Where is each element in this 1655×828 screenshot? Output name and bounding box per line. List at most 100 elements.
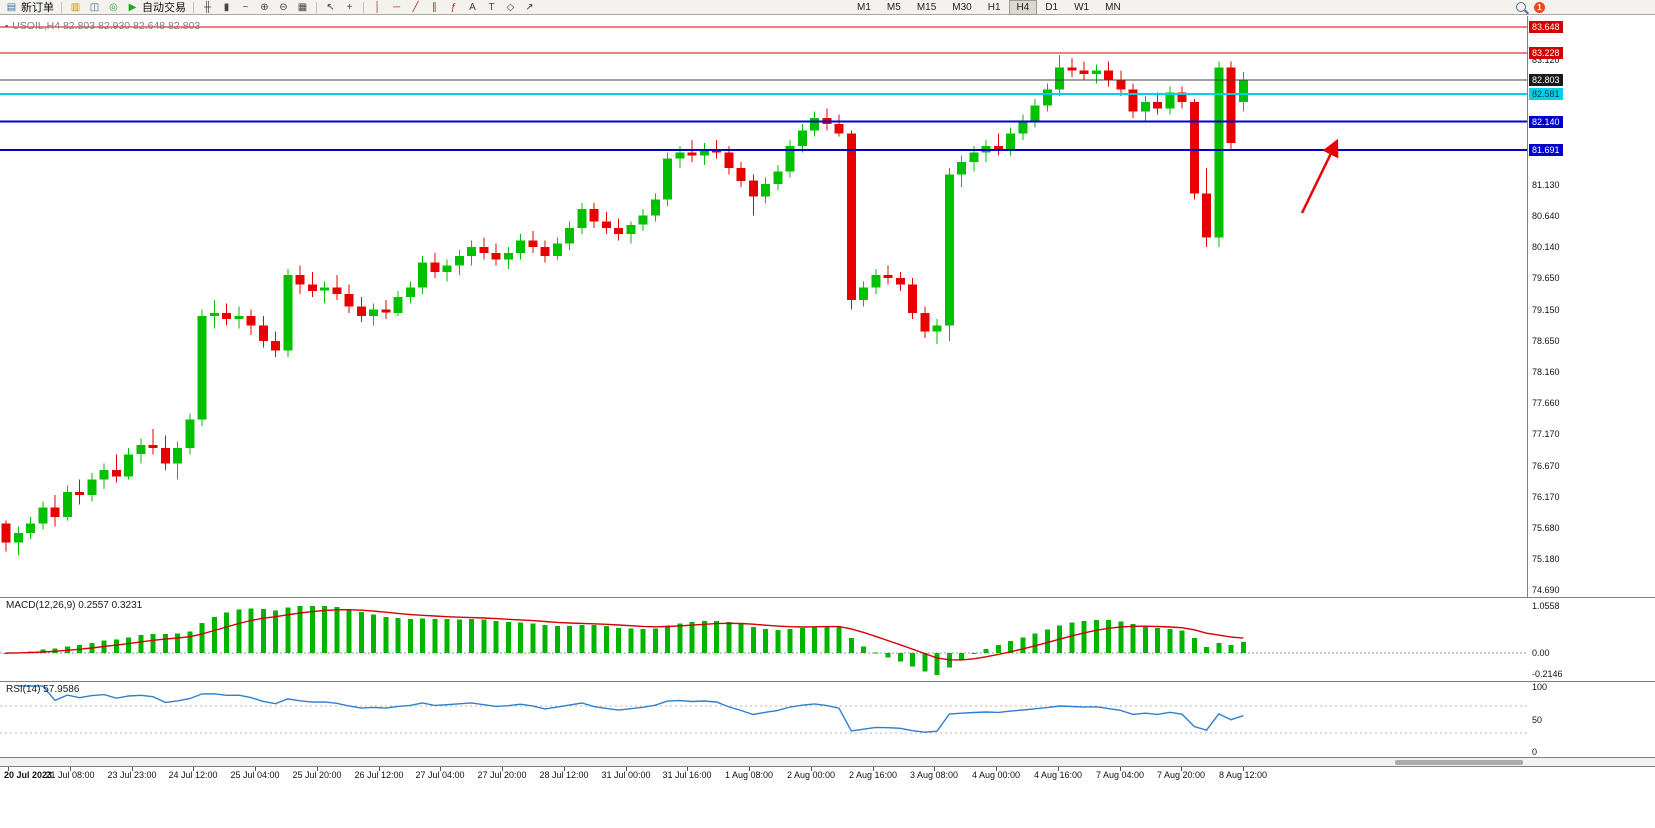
trendline-button[interactable]: ╱ [406,1,425,14]
arrows-button[interactable]: ↗ [520,1,539,14]
horizontal-line-icon: ─ [392,1,401,13]
timeframe-m15-button[interactable]: M15 [916,1,937,13]
timeframe-h4-button[interactable]: H4 [1008,0,1038,15]
price-axis-label: 77.660 [1532,398,1560,408]
time-axis-label: 24 Jul 12:00 [168,770,218,780]
rsi-panel[interactable]: RSI(14) 57.9586 100 50 0 [0,681,1655,757]
candles [1,55,1248,555]
time-tick [70,767,71,771]
price-axis-label: 79.650 [1532,273,1560,283]
axis-border [1527,16,1528,766]
timeframe-h1-button[interactable]: H1 [987,1,1001,13]
strategy-button[interactable]: ◎ [104,1,123,14]
magnifier-icon[interactable] [1516,2,1526,12]
toolbar-group-objects: │ ─ ╱ ∥ ƒ A T ◇ ↗ [368,1,539,14]
price-axis-label: 75.680 [1532,523,1560,533]
time-axis-label: 21 Jul 08:00 [45,770,95,780]
candlestick-canvas[interactable] [0,16,1527,597]
time-axis-label: 8 Aug 12:00 [1218,770,1268,780]
zoom-out-button[interactable]: ⊖ [274,1,293,14]
vertical-line-button[interactable]: │ [368,1,387,14]
autotrading-button[interactable]: ▶ 自动交易 [123,1,189,15]
market-watch-icon: ▥ [70,1,81,13]
notification-badge[interactable]: 1 [1534,1,1545,13]
price-tag-82.140: 82.140 [1529,116,1563,128]
time-axis-label: 1 Aug 08:00 [724,770,774,780]
price-tag-83.228: 83.228 [1529,47,1563,59]
channel-button[interactable]: ∥ [425,1,444,14]
toolbar-group-order: ▤ 新订单 [2,1,57,15]
time-tick [564,767,565,771]
macd-values: 0.2557 0.3231 [78,600,143,611]
fibonacci-button[interactable]: ƒ [444,1,463,14]
price-tag-81.691: 81.691 [1529,144,1563,156]
toolbar-separator [61,1,62,13]
time-axis-label: 2 Aug 00:00 [786,770,836,780]
time-tick [1058,767,1059,771]
main-chart[interactable]: ▪ USOIL,H4 82.803 82.930 82.648 82.803 [0,16,1527,597]
time-axis-label: 31 Jul 00:00 [601,770,651,780]
line-chart-icon: ~ [242,1,249,13]
cursor-button[interactable]: ↖ [321,1,340,14]
rsi-axis-label: 100 [1532,682,1548,692]
rsi-canvas [0,685,1527,734]
chart-window-button[interactable]: ◫ [85,1,104,14]
time-tick [8,767,9,771]
shapes-button[interactable]: ◇ [501,1,520,14]
grid-button[interactable]: ▦ [293,1,312,14]
timeframe-d1-button[interactable]: D1 [1045,1,1059,13]
timeframe-w1-button[interactable]: W1 [1074,1,1090,13]
timeframe-m30-button[interactable]: M30 [952,1,972,13]
macd-panel[interactable]: MACD(12,26,9) 0.2557 0.3231 1.0558 0.00 -0… [0,597,1655,681]
arrows-icon: ↗ [525,1,534,13]
toolbar: ▤ 新订单 ▥ ◫ ◎ ▶ 自动交易 ╫ ▮ ~ ⊕ ⊖ ▦ ↖ + │ ─ ╱ ∥ ƒ A T ◇ ↗ M1 M5 M15 M30 H… [0,0,1655,15]
channel-icon: ∥ [432,1,437,13]
time-axis-label: 25 Jul 04:00 [230,770,280,780]
new-order-button[interactable]: ▤ 新订单 [2,1,57,15]
time-tick [873,767,874,771]
time-tick [934,767,935,771]
rsi-line [18,685,1244,733]
toolbar-group-chart-type: ╫ ▮ ~ ⊕ ⊖ ▦ [198,1,312,14]
text-button[interactable]: A [463,1,482,14]
chart-menu-icon[interactable]: ▪ [5,21,9,31]
horizontal-scrollbar[interactable] [1395,760,1523,765]
market-watch-button[interactable]: ▥ [66,1,85,14]
time-tick [502,767,503,771]
grid-icon: ▦ [297,1,308,13]
line-chart-button[interactable]: ~ [236,1,255,14]
chart-window-icon: ◫ [89,1,100,13]
toolbar-separator [316,1,317,13]
horizontal-line-button[interactable]: ─ [387,1,406,14]
macd-label: MACD(12,26,9) 0.2557 0.3231 [6,600,143,611]
price-axis-label: 83.120 [1532,55,1560,65]
candlestick-button[interactable]: ▮ [217,1,236,14]
bar-chart-button[interactable]: ╫ [198,1,217,14]
timeframe-mn-button[interactable]: MN [1105,1,1121,13]
arrow-annotation[interactable] [1300,138,1339,214]
text-label-button[interactable]: T [482,1,501,14]
macd-axis-label: 1.0558 [1532,601,1560,611]
cursor-icon: ↖ [326,1,335,13]
time-axis-label: 4 Aug 00:00 [971,770,1021,780]
timeframe-m5-button[interactable]: M5 [886,1,901,13]
price-axis-label: 75.180 [1532,554,1560,564]
zoom-in-button[interactable]: ⊕ [255,1,274,14]
price-axis-label: 78.650 [1532,336,1560,346]
vertical-line-icon: │ [374,1,381,13]
time-tick [749,767,750,771]
trendline-icon: ╱ [412,1,419,13]
time-axis-label: 25 Jul 20:00 [292,770,342,780]
macd-axis-label: -0.2146 [1532,669,1563,679]
time-axis-label: 4 Aug 16:00 [1033,770,1083,780]
candlestick-icon: ▮ [223,1,230,13]
crosshair-button[interactable]: + [340,1,359,14]
price-axis[interactable]: 83.120 81.130 80.640 80.140 79.650 79.150 78.6… [1528,16,1655,597]
macd-axis-label: 0.00 [1532,648,1550,658]
time-tick [1243,767,1244,771]
price-tag-82.581: 82.581 [1529,88,1563,100]
time-axis[interactable]: 20 Jul 2023 21 Jul 08:00 23 Jul 23:00 24 Ju… [0,766,1655,782]
rsi-axis-label: 0 [1532,747,1538,757]
toolbar-group-cursor: ↖ + [321,1,359,14]
timeframe-m1-button[interactable]: M1 [857,1,871,13]
